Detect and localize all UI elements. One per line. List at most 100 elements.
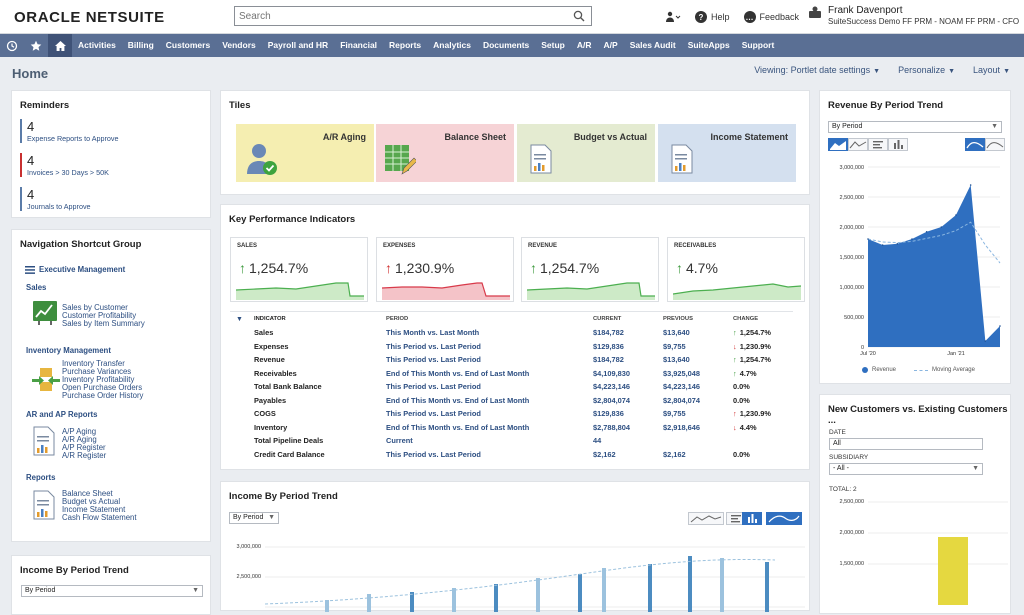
- revenue-point[interactable]: [911, 238, 913, 240]
- shortcut-link[interactable]: Balance Sheet: [62, 489, 113, 498]
- nav-item-activities[interactable]: Activities: [78, 40, 116, 50]
- recent-icon[interactable]: [0, 34, 24, 57]
- personalize-menu[interactable]: Personalize ▼: [898, 65, 956, 75]
- shortcut-link[interactable]: Income Statement: [62, 505, 126, 514]
- kpi-period-link[interactable]: End of This Month vs. End of Last Month: [386, 422, 530, 432]
- revenue-point[interactable]: [969, 184, 972, 186]
- search-icon[interactable]: [573, 10, 585, 24]
- kpi-current-link[interactable]: $184,782: [593, 355, 624, 365]
- nav-item-suiteapps[interactable]: SuiteApps: [687, 40, 730, 50]
- kpi-current-link[interactable]: $4,223,146: [593, 382, 630, 392]
- kpi-current-link[interactable]: $184,782: [593, 328, 624, 338]
- table-row[interactable]: Sales This Month vs. Last Month $184,782 $1…: [230, 326, 793, 340]
- nav-item-customers[interactable]: Customers: [165, 40, 211, 50]
- kpi-box-revenue[interactable]: REVENUE ↑ 1,254.7%: [521, 237, 659, 302]
- bar-chart-button[interactable]: [742, 512, 762, 525]
- tile-balance-sheet[interactable]: Balance Sheet: [376, 124, 514, 182]
- reminder-label[interactable]: Expense Reports to Approve: [27, 134, 119, 143]
- kpi-box-sales[interactable]: SALES ↑ 1,254.7%: [230, 237, 368, 302]
- kpi-previous-link[interactable]: $4,223,146: [663, 382, 700, 392]
- global-search[interactable]: [234, 6, 592, 26]
- kpi-current-link[interactable]: $129,836: [593, 341, 624, 351]
- shortcut-link[interactable]: Inventory Profitability: [62, 375, 135, 384]
- period-select[interactable]: By Period ▼: [229, 512, 279, 524]
- kpi-period-link[interactable]: This Period vs. Last Period: [386, 382, 481, 392]
- kpi-current-link[interactable]: $2,162: [593, 449, 616, 459]
- shortcut-link[interactable]: A/R Aging: [62, 435, 97, 444]
- area-chart-button[interactable]: [828, 138, 848, 151]
- nav-item-a-p[interactable]: A/P: [603, 40, 618, 50]
- date-select[interactable]: All: [829, 438, 983, 450]
- table-row[interactable]: COGS This Period vs. Last Period $129,836 $…: [230, 407, 793, 421]
- table-row[interactable]: Payables End of This Month vs. End of Las…: [230, 394, 793, 408]
- kpi-box-expenses[interactable]: EXPENSES ↑ 1,230.9%: [376, 237, 514, 302]
- kpi-period-link[interactable]: This Month vs. Last Month: [386, 328, 480, 338]
- nav-item-payroll-and-hr[interactable]: Payroll and HR: [267, 40, 329, 50]
- kpi-box-receivables[interactable]: RECEIVABLES ↑ 4.7%: [667, 237, 805, 302]
- trend-line-button[interactable]: [766, 512, 802, 525]
- revenue-point[interactable]: [881, 244, 884, 246]
- collapse-chevron-icon[interactable]: ▼: [236, 315, 243, 323]
- help-link[interactable]: ? Help: [695, 11, 730, 23]
- period-select[interactable]: By Period ▼: [21, 585, 203, 597]
- kpi-previous-link[interactable]: $2,804,074: [663, 395, 700, 405]
- nav-item-analytics[interactable]: Analytics: [433, 40, 471, 50]
- trend-on-button[interactable]: [965, 138, 985, 151]
- kpi-previous-link[interactable]: $13,640: [663, 355, 690, 365]
- revenue-point[interactable]: [955, 214, 957, 216]
- kpi-current-link[interactable]: $2,788,804: [593, 422, 630, 432]
- table-row[interactable]: Revenue This Period vs. Last Period $184,7…: [230, 353, 793, 367]
- shortcut-link[interactable]: Budget vs Actual: [62, 497, 121, 506]
- tile-budget-vs-actual[interactable]: Budget vs Actual: [517, 124, 655, 182]
- kpi-previous-link[interactable]: $2,918,646: [663, 422, 700, 432]
- table-row[interactable]: Inventory End of This Month vs. End of La…: [230, 421, 793, 435]
- shortcut-link[interactable]: A/R Register: [62, 451, 107, 460]
- kpi-previous-link[interactable]: $9,755: [663, 341, 686, 351]
- reminder-item[interactable]: 4 Journals to Approve: [20, 187, 91, 211]
- kpi-previous-link[interactable]: $2,162: [663, 449, 686, 459]
- kpi-current-link[interactable]: $4,109,830: [593, 368, 630, 378]
- kpi-current-link[interactable]: $2,804,074: [593, 395, 630, 405]
- kpi-previous-link[interactable]: $13,640: [663, 328, 690, 338]
- shortcut-link[interactable]: Open Purchase Orders: [62, 383, 143, 392]
- trend-off-button[interactable]: [985, 138, 1005, 151]
- shortcut-link[interactable]: Purchase Order History: [62, 391, 144, 400]
- line-chart-button[interactable]: [848, 138, 868, 151]
- revenue-point[interactable]: [867, 238, 869, 240]
- shortcut-link[interactable]: A/P Register: [62, 443, 106, 452]
- viewing-menu[interactable]: Viewing: Portlet date settings ▼: [754, 65, 881, 75]
- nav-item-support[interactable]: Support: [741, 40, 775, 50]
- kpi-period-link[interactable]: End of This Month vs. End of Last Month: [386, 395, 530, 405]
- shortcut-link[interactable]: A/P Aging: [62, 427, 97, 436]
- favorites-icon[interactable]: [24, 34, 48, 57]
- kpi-current-link[interactable]: $129,836: [593, 409, 624, 419]
- layout-menu[interactable]: Layout ▼: [973, 65, 1010, 75]
- nav-item-vendors[interactable]: Vendors: [222, 40, 256, 50]
- bar-chart-button[interactable]: [888, 138, 908, 151]
- revenue-point[interactable]: [984, 340, 987, 342]
- table-row[interactable]: Total Pipeline Deals Current 44: [230, 434, 793, 448]
- tile-income-statement[interactable]: Income Statement: [658, 124, 796, 182]
- period-select[interactable]: By Period ▼: [828, 121, 1002, 133]
- netsuite-logo[interactable]: ORACLE NETSUITE: [14, 9, 165, 26]
- reminder-label[interactable]: Journals to Approve: [27, 202, 91, 211]
- reminder-item[interactable]: 4 Invoices > 30 Days > 50K: [20, 153, 109, 177]
- shortcut-link[interactable]: Inventory Transfer: [62, 359, 125, 368]
- revenue-point[interactable]: [896, 243, 899, 245]
- shortcut-link[interactable]: Sales by Item Summary: [62, 319, 145, 328]
- table-row[interactable]: Total Bank Balance This Period vs. Last P…: [230, 380, 793, 394]
- kpi-period-link[interactable]: End of This Month vs. End of Last Month: [386, 368, 530, 378]
- subsidiary-select[interactable]: - All - ▼: [829, 463, 983, 475]
- table-row[interactable]: Receivables End of This Month vs. End of …: [230, 367, 793, 381]
- list-view-button[interactable]: [868, 138, 888, 151]
- search-input[interactable]: [235, 7, 565, 25]
- kpi-period-link[interactable]: This Period vs. Last Period: [386, 341, 481, 351]
- feedback-link[interactable]: … Feedback: [743, 11, 799, 23]
- nav-item-a-r[interactable]: A/R: [576, 40, 592, 50]
- table-row[interactable]: Expenses This Period vs. Last Period $129,…: [230, 340, 793, 354]
- kpi-period-link[interactable]: This Period vs. Last Period: [386, 449, 481, 459]
- nav-item-billing[interactable]: Billing: [127, 40, 154, 50]
- home-icon[interactable]: [48, 34, 72, 57]
- nav-item-documents[interactable]: Documents: [482, 40, 530, 50]
- nav-item-reports[interactable]: Reports: [389, 40, 422, 50]
